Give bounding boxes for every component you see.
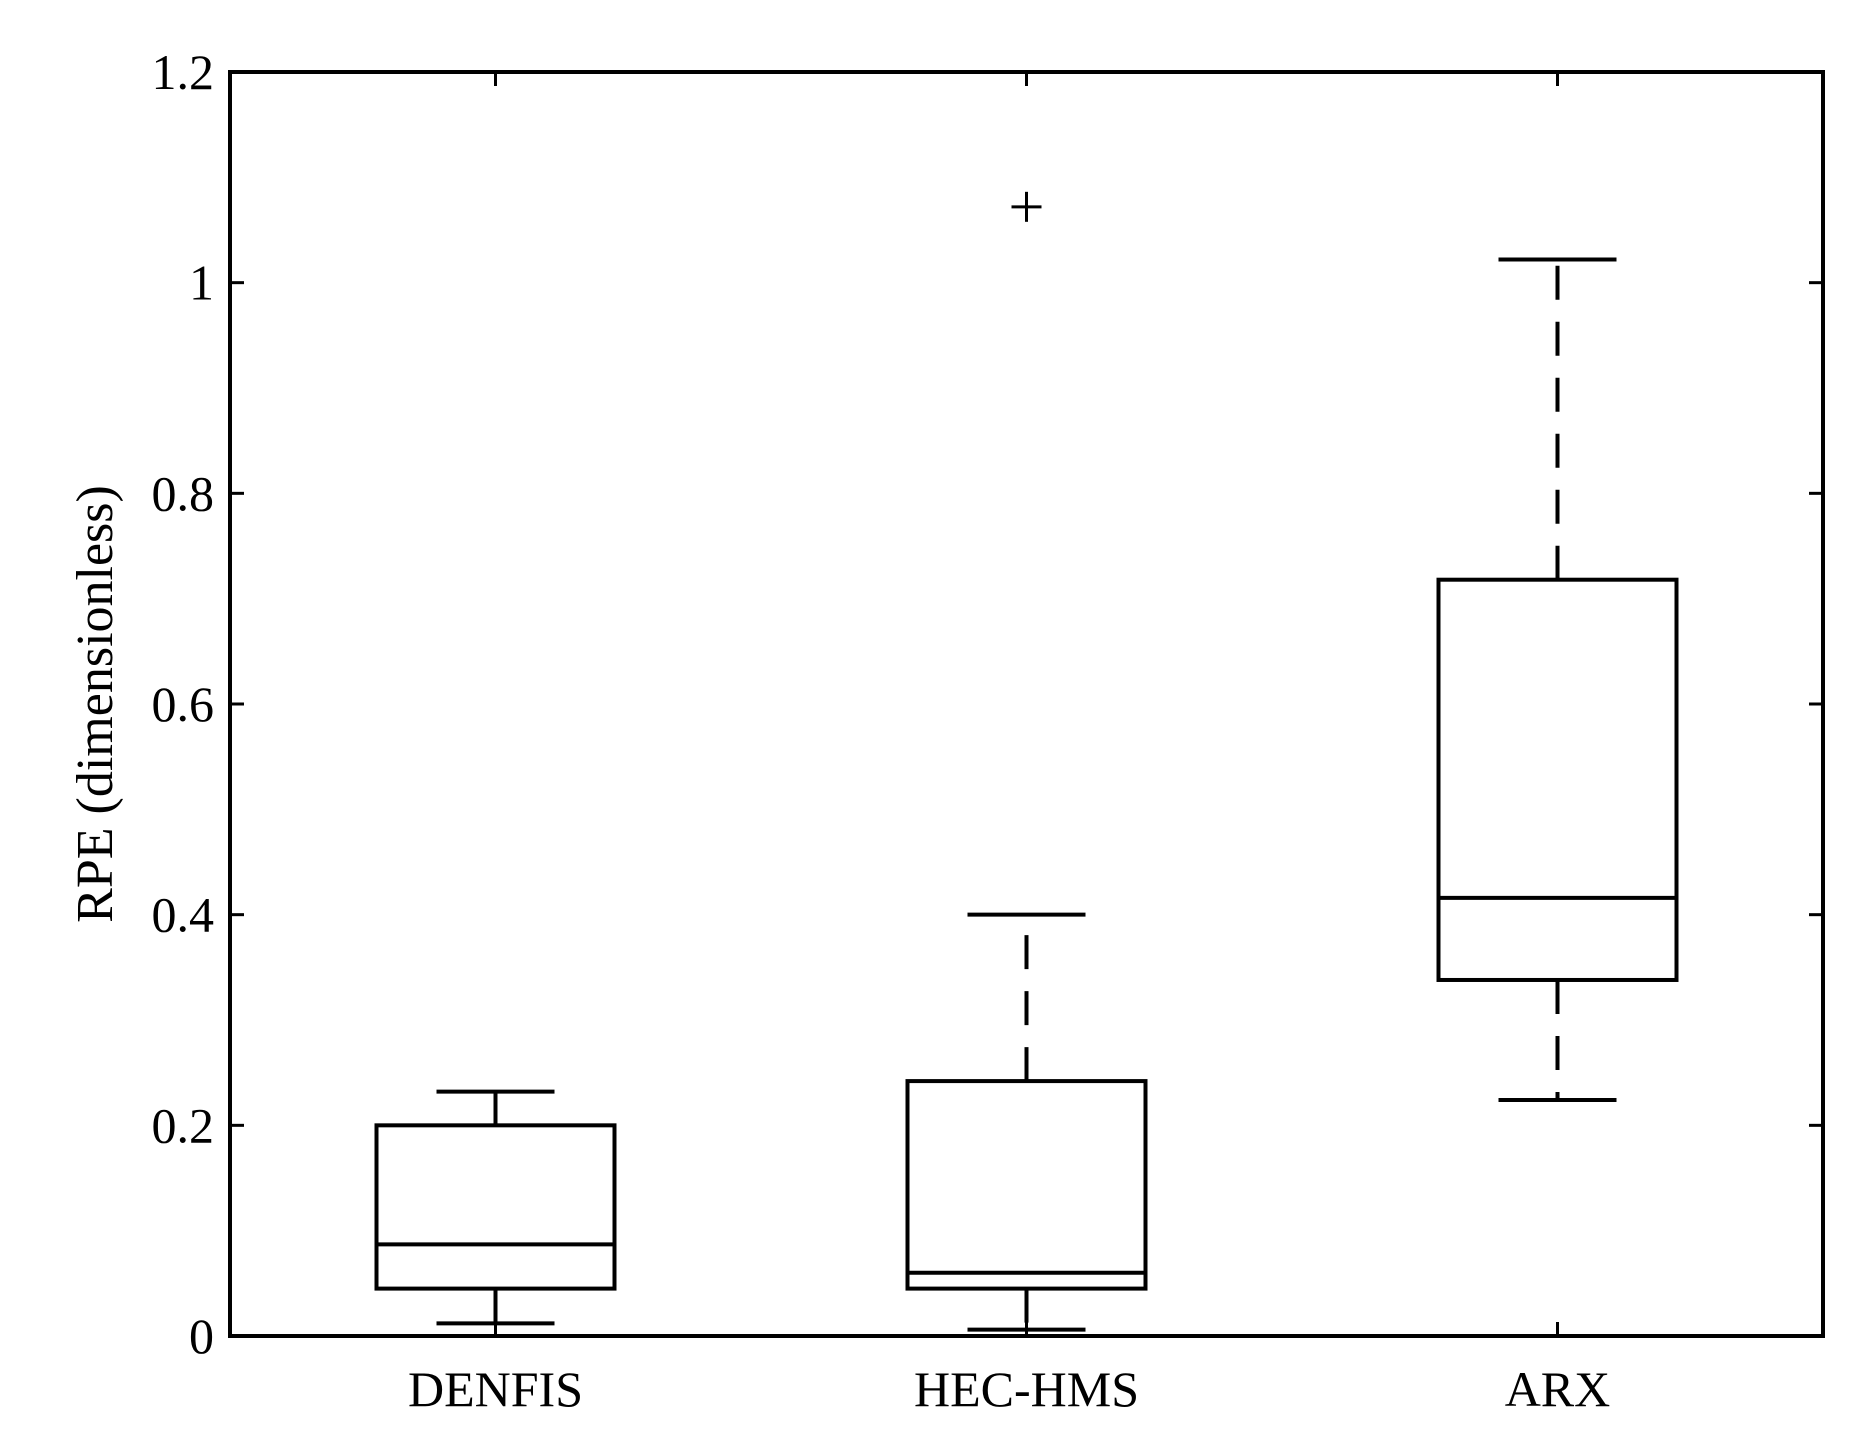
x-tick-label: ARX	[1505, 1361, 1611, 1417]
outlier-marker	[1011, 191, 1042, 222]
interquartile-box	[1436, 577, 1679, 982]
y-tick-label: 0.8	[152, 465, 215, 521]
y-tick-label: 1.2	[152, 44, 215, 100]
y-tick-label: 0.6	[152, 676, 215, 732]
y-tick-label: 0.4	[152, 887, 215, 943]
y-tick-label: 0	[189, 1308, 214, 1364]
y-tick-label: 0.2	[152, 1097, 215, 1153]
x-tick-label: DENFIS	[408, 1361, 583, 1417]
interquartile-box	[905, 1079, 1148, 1291]
interquartile-box	[374, 1123, 617, 1291]
y-axis-label: RPE (dimensionless)	[67, 485, 124, 923]
plot-marks	[374, 191, 1679, 1332]
box-arx	[1436, 257, 1679, 1103]
y-axis-ticks: 0 0.2 0.4 0.6 0.8 1 1.2	[152, 44, 1823, 1364]
y-tick-label: 1	[189, 255, 214, 311]
box-denfis	[374, 1089, 617, 1326]
x-axis-ticks: DENFIS HEC-HMS ARX	[408, 72, 1610, 1417]
box-hec-hms	[905, 191, 1148, 1332]
x-tick-label: HEC-HMS	[914, 1361, 1139, 1417]
